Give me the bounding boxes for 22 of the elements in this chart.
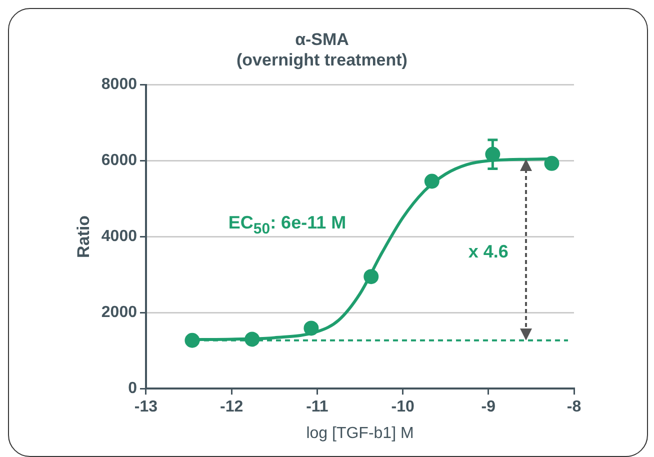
y-tick-label: 6000 [101,152,138,170]
y-tick-label: 0 [128,380,138,398]
x-tick-label: -13 [134,398,158,416]
x-tick-label: -10 [391,398,414,416]
x-tick-label: -9 [481,398,496,416]
y-tick-label: 4000 [101,228,138,246]
x-axis-title: log [TGF-b1] M [306,424,414,442]
x-tick-label: -8 [566,398,582,416]
x-tick-label: -11 [306,398,328,416]
y-tick-label: 8000 [101,76,138,94]
chart-title: α-SMA [295,30,349,49]
point [304,320,319,336]
annotation: EC$_{50}$: 6e-11 M [228,212,346,237]
point [244,332,260,347]
y-tick-label: 2000 [101,304,138,322]
x-tick-label: -12 [220,398,244,416]
annotation: x 4.6 [468,241,508,262]
point [544,156,560,171]
point [424,174,440,189]
chart-subtitle: (overnight treatment) [236,50,408,70]
point [364,269,379,284]
y-axis-title: Ratio [74,215,93,258]
